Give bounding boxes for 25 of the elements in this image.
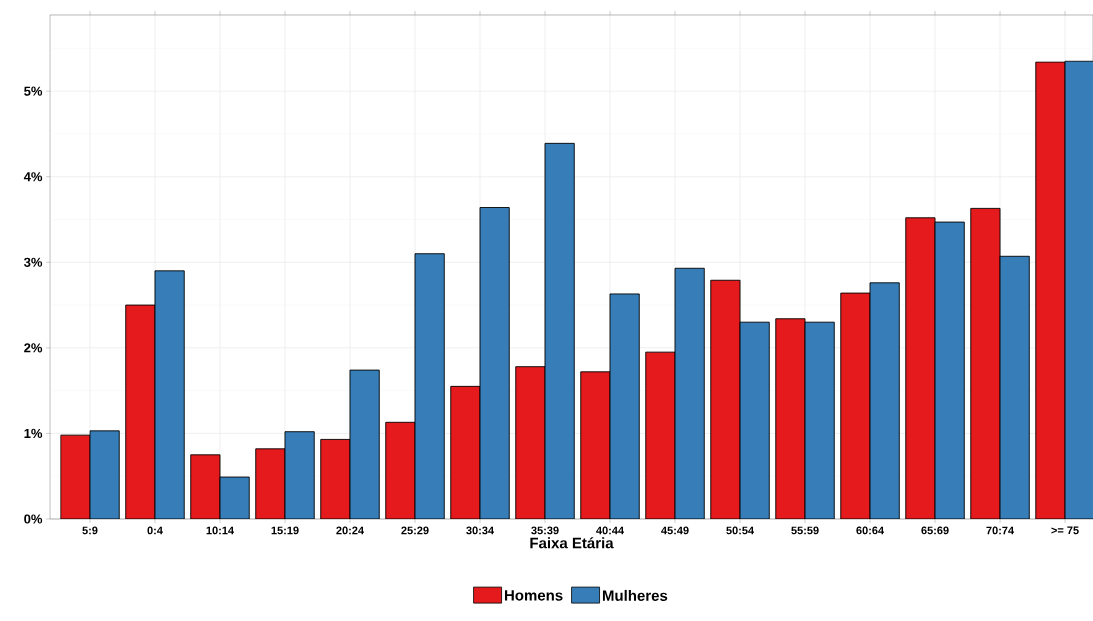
- x-tick-label: >= 75: [1051, 526, 1079, 535]
- x-tick-label: 55:59: [791, 526, 819, 535]
- x-tick-label: 25:29: [401, 526, 429, 535]
- y-tick-label: 1%: [24, 428, 43, 438]
- legend-label: Homens: [504, 590, 563, 601]
- x-tick-label: 40:44: [596, 526, 625, 535]
- x-tick-label: 60:64: [856, 526, 885, 535]
- x-tick-label: 70:74: [986, 526, 1015, 535]
- y-tick-label: 0%: [24, 514, 43, 524]
- x-tick-label: 20:24: [336, 526, 364, 535]
- x-tick-label: 35:39: [531, 526, 559, 535]
- x-tick-label: 15:19: [271, 526, 299, 535]
- y-tick-label: 4%: [23, 172, 43, 182]
- x-tick-label: 30:34: [466, 526, 494, 535]
- y-tick-label: 3%: [23, 257, 43, 267]
- x-tick-label: 5:9: [82, 526, 98, 535]
- x-tick-label: 45:49: [661, 526, 689, 535]
- y-tick-label: 5%: [24, 86, 43, 96]
- x-tick-label: 65:69: [921, 526, 949, 535]
- x-tick-label: 10:14: [206, 526, 234, 535]
- x-tick-label: 50:54: [726, 526, 755, 535]
- y-tick-label: 2%: [24, 343, 43, 353]
- x-axis-title: Faixa Etária: [530, 537, 614, 549]
- x-tick-label: 0:4: [147, 526, 163, 535]
- legend-label: Mulheres: [602, 589, 668, 601]
